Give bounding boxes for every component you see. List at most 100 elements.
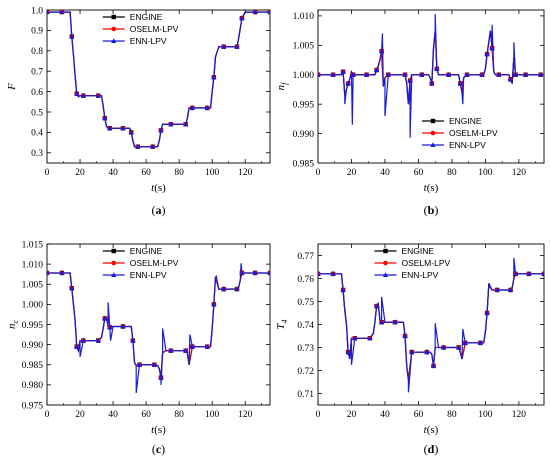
data-point-enn-lpv <box>489 45 495 51</box>
y-tick-label: 0.990 <box>22 341 44 351</box>
y-tick-label: 1.015 <box>22 240 44 250</box>
data-point-enn-lpv <box>59 10 65 15</box>
y-tick-label: 0.8 <box>31 47 43 57</box>
data-point-enn-lpv <box>402 71 408 77</box>
caption-close: ) <box>162 203 166 217</box>
y-tick-label: 1.010 <box>293 12 315 22</box>
legend-marker-engine <box>111 248 116 254</box>
data-point-enn-lpv <box>267 10 270 15</box>
panel-caption: (d) <box>424 442 439 456</box>
plot-area <box>318 257 544 393</box>
caption-open: ( <box>424 203 428 217</box>
data-point-enn-lpv <box>318 71 321 77</box>
panel-caption: (b) <box>424 203 439 217</box>
data-point-enn-lpv <box>69 33 75 39</box>
y-tick-label: 0.71 <box>297 390 314 400</box>
data-point-enn-lpv <box>47 270 50 275</box>
legend: ENGINE OSELM-LPV ENN-LPV <box>102 246 179 280</box>
y-tick-label: 0.5 <box>31 108 43 118</box>
x-tick-label: 120 <box>512 168 527 178</box>
data-point-enn-lpv <box>107 324 113 330</box>
data-point-enn-lpv <box>512 71 519 77</box>
y-tick-label: 0.985 <box>22 361 44 371</box>
data-point-enn-lpv <box>462 340 468 345</box>
x-tick-label: 40 <box>108 168 118 178</box>
data-point-enn-lpv <box>407 77 413 83</box>
data-point-enn-lpv <box>136 361 143 367</box>
y-tick-label: 1.010 <box>22 260 44 270</box>
panel-d: 0 20 40 60 80 100 120 0.71 0.72 0.73 0.74 0.75 0.76 0… <box>275 243 545 456</box>
caption-close: ) <box>434 203 438 217</box>
y-tick-label: 0.995 <box>293 100 315 110</box>
y-axis-label-var: n <box>6 323 18 329</box>
data-point-enn-lpv <box>128 129 134 135</box>
x-tick-label: 80 <box>447 410 457 420</box>
x-axis-label: t(s) <box>151 182 166 194</box>
y-axis-label-sub: 4 <box>280 319 289 323</box>
data-point-enn-lpv <box>47 10 50 15</box>
data-point-enn-lpv <box>330 71 336 77</box>
data-point-enn-lpv <box>496 71 502 77</box>
x-tick-label: 20 <box>347 168 357 178</box>
plot-frame <box>317 243 545 406</box>
plot-area <box>318 14 544 138</box>
data-point-enn-lpv <box>409 349 415 355</box>
legend-marker-oselm-lpv <box>430 130 436 136</box>
x-tick-label: 0 <box>45 410 50 420</box>
data-point-enn-lpv <box>158 374 164 380</box>
caption-letter: c <box>156 442 162 456</box>
plot-frame <box>46 9 271 164</box>
data-point-enn-lpv <box>267 270 270 275</box>
x-tick-label: 0 <box>45 168 50 178</box>
legend-marker-oselm-lpv <box>383 260 388 266</box>
data-point-enn-lpv <box>130 337 136 343</box>
x-tick-label: 20 <box>347 410 357 420</box>
legend-marker-enn-lpv <box>111 38 117 43</box>
data-point-enn-lpv <box>445 71 452 77</box>
y-tick-label: 0.4 <box>31 129 43 139</box>
legend-marker-oselm-lpv <box>111 26 117 32</box>
caption-letter: d <box>428 442 435 456</box>
x-axis-label-var: t <box>151 182 155 194</box>
legend-label-engine: ENGINE <box>449 116 482 126</box>
caption-open: ( <box>424 442 428 456</box>
y-tick-label: 0.72 <box>297 367 314 377</box>
legend-label-enn-lpv: ENN-LPV <box>130 270 167 280</box>
y-axis-label: F <box>6 83 18 91</box>
data-point-enn-lpv <box>340 287 346 292</box>
plot-frame <box>317 9 545 164</box>
data-point-enn-lpv <box>234 43 240 49</box>
x-axis-label: t(s) <box>424 182 439 194</box>
y-axis-label-var: F <box>6 83 18 91</box>
legend-label-engine: ENGINE <box>130 246 163 256</box>
y-tick-label: 0.3 <box>31 149 43 159</box>
x-tick-label: 0 <box>316 410 321 420</box>
y-tick-label: 0.73 <box>297 344 314 354</box>
y-axis-label-sub: c <box>11 320 20 324</box>
x-tick-label: 100 <box>478 168 493 178</box>
data-point-enn-lpv <box>464 71 470 77</box>
data-point-enn-lpv <box>345 349 351 355</box>
data-point-enn-lpv <box>252 10 258 15</box>
data-point-enn-lpv <box>484 310 490 315</box>
panel-caption: (c) <box>152 442 165 456</box>
legend-marker-engine <box>383 248 388 254</box>
data-point-enn-lpv <box>107 125 113 131</box>
x-tick-label: 80 <box>174 168 184 178</box>
data-point-enn-lpv <box>419 71 425 77</box>
data-point-enn-lpv <box>373 303 380 309</box>
data-point-enn-lpv <box>345 80 351 86</box>
x-tick-label: 120 <box>512 410 527 420</box>
y-tick-label: 0.6 <box>31 88 43 98</box>
x-axis-label-unit: (s) <box>427 424 439 436</box>
x-axis-label-unit: (s) <box>154 182 166 194</box>
legend-marker-engine <box>430 118 436 124</box>
data-point-enn-lpv <box>512 271 519 276</box>
panel-caption: (a) <box>152 203 166 217</box>
legend-marker-enn-lpv <box>382 272 389 277</box>
data-point-enn-lpv <box>80 337 86 343</box>
data-point-enn-lpv <box>538 71 544 77</box>
data-point-enn-lpv <box>204 343 210 349</box>
legend: ENGINE OSELM-LPV ENN-LPV <box>102 12 179 46</box>
data-point-enn-lpv <box>69 285 75 291</box>
